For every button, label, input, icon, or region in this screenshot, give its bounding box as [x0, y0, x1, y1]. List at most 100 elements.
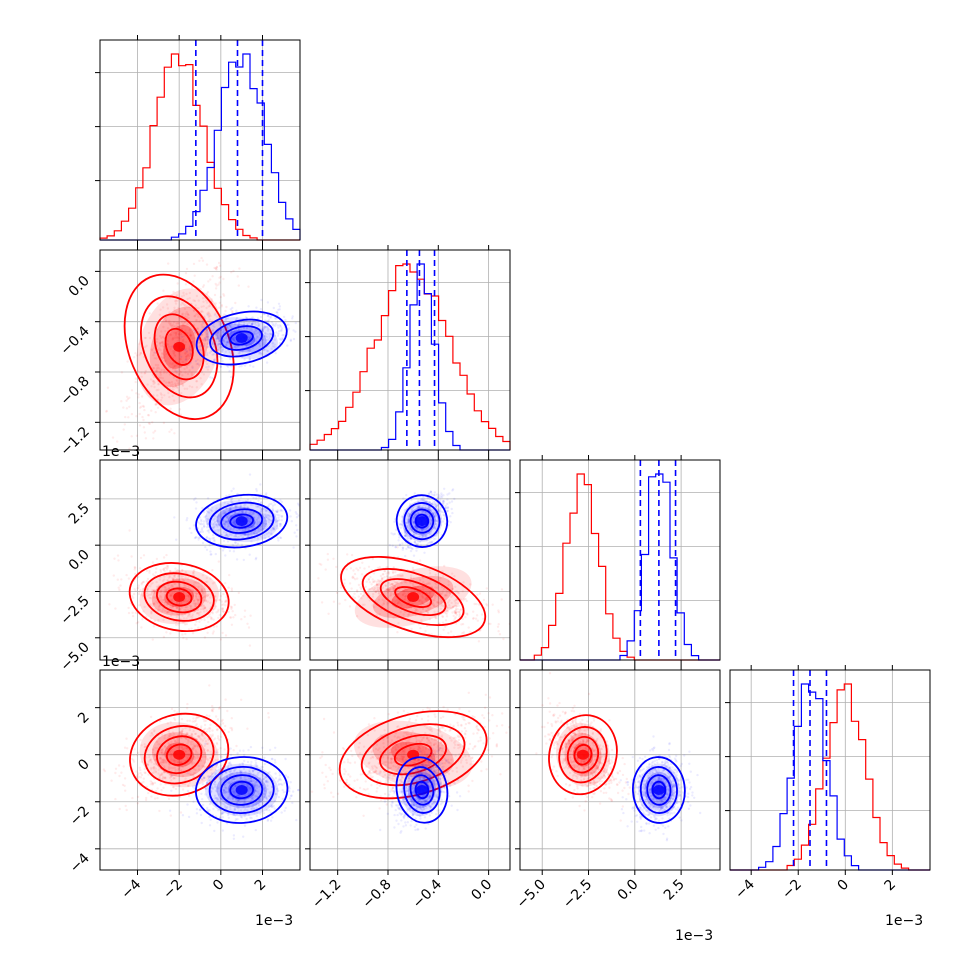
x-tick-label: 0.0	[468, 877, 495, 904]
scatter-panel-3-2	[310, 487, 510, 643]
contour-red	[548, 714, 618, 796]
contour-blue	[229, 780, 255, 800]
y-tick-label: 0.0	[66, 547, 93, 574]
panel-grid	[310, 670, 510, 870]
contour-red	[143, 725, 215, 785]
x-tick-label: −2	[160, 877, 186, 903]
histogram-blue-series	[730, 683, 930, 871]
y-tick-label: −0.4	[57, 323, 92, 358]
x-offset-label: 1e−3	[255, 913, 293, 929]
contour-red	[165, 743, 193, 766]
panel-grid	[730, 670, 930, 870]
scatter-points-red	[310, 691, 510, 817]
panel-grid	[520, 460, 720, 660]
contour-red	[340, 556, 487, 639]
panel-grid	[100, 670, 300, 870]
x-tick-label: −2	[779, 877, 805, 903]
histogram-blue-series	[310, 263, 510, 451]
contour-red	[393, 742, 433, 767]
x-offset-label: 1e−3	[885, 913, 923, 929]
histogram-red-series	[99, 53, 300, 241]
density-peak-red	[576, 749, 589, 760]
scatter-panel-4-1	[102, 684, 300, 840]
contour-red	[164, 327, 194, 366]
contour-blue	[651, 780, 667, 800]
y-offset-label: 1e−3	[102, 444, 140, 460]
panel-frame	[309, 249, 511, 451]
y-offset-label: 1e−3	[102, 654, 140, 670]
histogram-blue-series	[520, 473, 720, 661]
contour-red	[379, 578, 447, 616]
histogram-1	[99, 40, 301, 241]
scatter-panel-4-3	[535, 672, 702, 842]
y-tick-label: 2	[75, 709, 93, 727]
y-tick-label: −2.5	[57, 593, 92, 628]
contour-blue	[208, 766, 275, 814]
x-tick-label: 2	[882, 877, 900, 895]
contour-red	[129, 712, 230, 797]
panel-frame	[99, 39, 301, 241]
contour-blue	[194, 756, 289, 824]
contour-blue	[403, 766, 441, 814]
x-tick-label: 0.0	[615, 877, 642, 904]
contour-blue	[220, 325, 263, 351]
contour-red	[566, 736, 600, 774]
panel-frame	[309, 669, 511, 871]
y-tick-label: 0.0	[66, 273, 93, 300]
histogram-4	[730, 670, 930, 871]
panel-frame	[99, 669, 301, 871]
density-peak-blue	[415, 516, 428, 527]
contour-blue	[195, 310, 288, 366]
contour-blue	[632, 756, 686, 824]
y-tick-label: −0.8	[57, 374, 92, 409]
x-offset-label: 1e−3	[675, 928, 713, 944]
histogram-red-series	[520, 473, 720, 661]
scatter-panel-3-1	[108, 473, 300, 647]
panel-frame	[99, 249, 301, 451]
x-tick-label: −2.5	[560, 877, 595, 912]
contour-blue	[209, 318, 275, 358]
density-peak-blue	[235, 785, 248, 795]
x-tick-label: −0.4	[410, 876, 445, 911]
histogram-3	[520, 460, 720, 661]
contour-red	[379, 734, 448, 776]
y-tick-label: −4	[67, 850, 93, 876]
x-tick-label: 2	[252, 877, 270, 895]
contour-blue	[195, 493, 289, 549]
contour-red	[156, 735, 203, 775]
histogram-blue-series	[100, 53, 301, 241]
density-peak-red	[173, 749, 186, 760]
contour-red	[394, 586, 433, 608]
scatter-points-red	[105, 256, 250, 450]
contour-red	[140, 295, 219, 399]
panel-frame	[309, 459, 511, 661]
density-peak-blue	[415, 785, 428, 795]
panel-frame	[729, 669, 931, 871]
contour-blue	[403, 502, 441, 541]
scatter-panel-4-2	[310, 691, 510, 834]
x-tick-label: 2.5	[661, 877, 688, 904]
panel-frame	[99, 459, 301, 661]
density-peak-red	[407, 592, 420, 603]
y-tick-label: −2	[67, 803, 93, 829]
contour-red	[165, 587, 193, 607]
contour-blue	[395, 756, 449, 824]
density-peak-red	[173, 341, 186, 352]
contour-blue	[395, 494, 449, 548]
x-tick-label: 0	[210, 877, 228, 895]
x-tick-label: −5.0	[514, 877, 549, 912]
contour-blue	[409, 508, 435, 534]
contour-blue	[220, 774, 264, 806]
contour-blue	[414, 513, 430, 529]
histogram-red-series	[309, 263, 511, 450]
y-tick-label: 2.5	[66, 500, 93, 527]
contour-red	[153, 313, 205, 381]
density-peak-blue	[652, 785, 665, 795]
panel-frame	[519, 669, 721, 871]
y-tick-label: −5.0	[57, 639, 92, 674]
panel-grid	[100, 250, 300, 450]
x-tick-label: −0.8	[359, 877, 394, 912]
contour-red	[123, 273, 235, 420]
panel-frame	[519, 459, 721, 661]
